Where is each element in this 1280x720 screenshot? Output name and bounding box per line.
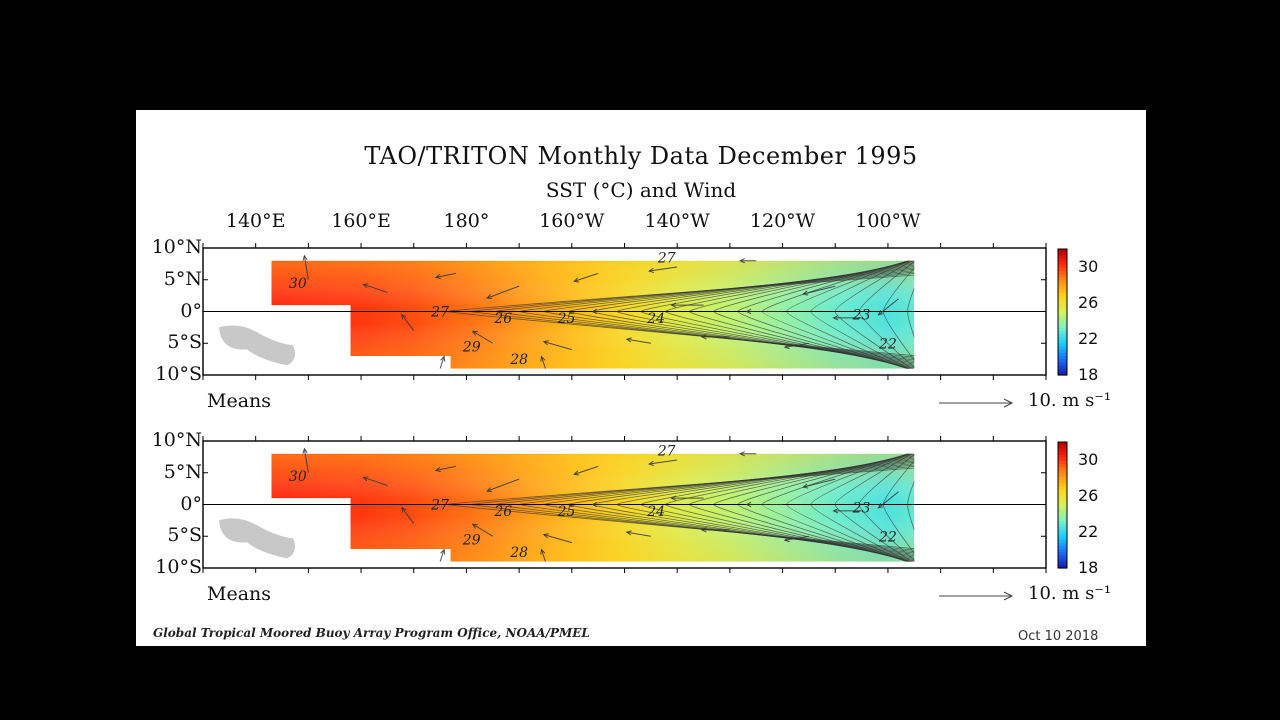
sst-panel-top: 30 29 28 27 27 26 25 24 23 22 (203, 240, 1067, 407)
colorbar-tick-label: 22 (1078, 329, 1098, 348)
colorbar-tick-label: 30 (1078, 257, 1098, 276)
contour-label: 27 (657, 251, 676, 267)
colorbar-tick-label: 26 (1078, 293, 1098, 312)
contour-label: 24 (646, 504, 665, 520)
colorbar-tick-label: 30 (1078, 450, 1098, 469)
colorbar-tick-label: 18 (1078, 558, 1098, 577)
contour-label: 28 (509, 352, 528, 368)
contour-label: 24 (646, 311, 665, 327)
sst-meridional-shade (271, 454, 914, 562)
contour-label: 30 (289, 469, 307, 485)
contour-label: 28 (509, 545, 528, 561)
contour-label: 23 (852, 501, 871, 517)
figure-area: TAO/TRITON Monthly Data December 1995 SS… (136, 110, 1146, 646)
plot-canvas: 30 29 28 27 27 26 25 24 23 22 30 29 28 27 27 26 25 24 23 22 (136, 110, 1146, 646)
colorbar-tick-label: 18 (1078, 365, 1098, 384)
contour-label: 23 (852, 308, 871, 324)
colorbar-tick-label: 26 (1078, 486, 1098, 505)
contour-label: 29 (462, 339, 481, 355)
contour-label: 29 (462, 532, 481, 548)
plot-date: Oct 10 2018 (1018, 629, 1098, 644)
contour-label: 27 (430, 498, 449, 514)
colorbar-tick-label: 22 (1078, 522, 1098, 541)
contour-label: 25 (557, 311, 576, 327)
contour-label: 30 (289, 276, 307, 292)
source-credit: Global Tropical Moored Buoy Array Progra… (153, 626, 590, 640)
contour-label: 26 (493, 311, 512, 327)
contour-label: 22 (878, 336, 897, 352)
contour-label: 27 (430, 305, 449, 321)
contour-label: 27 (657, 444, 676, 460)
sst-meridional-shade (271, 261, 914, 369)
sst-panel-bottom: 30 29 28 27 27 26 25 24 23 22 (203, 433, 1067, 600)
contour-label: 26 (493, 504, 512, 520)
contour-label: 22 (878, 529, 897, 545)
contour-label: 25 (557, 504, 576, 520)
